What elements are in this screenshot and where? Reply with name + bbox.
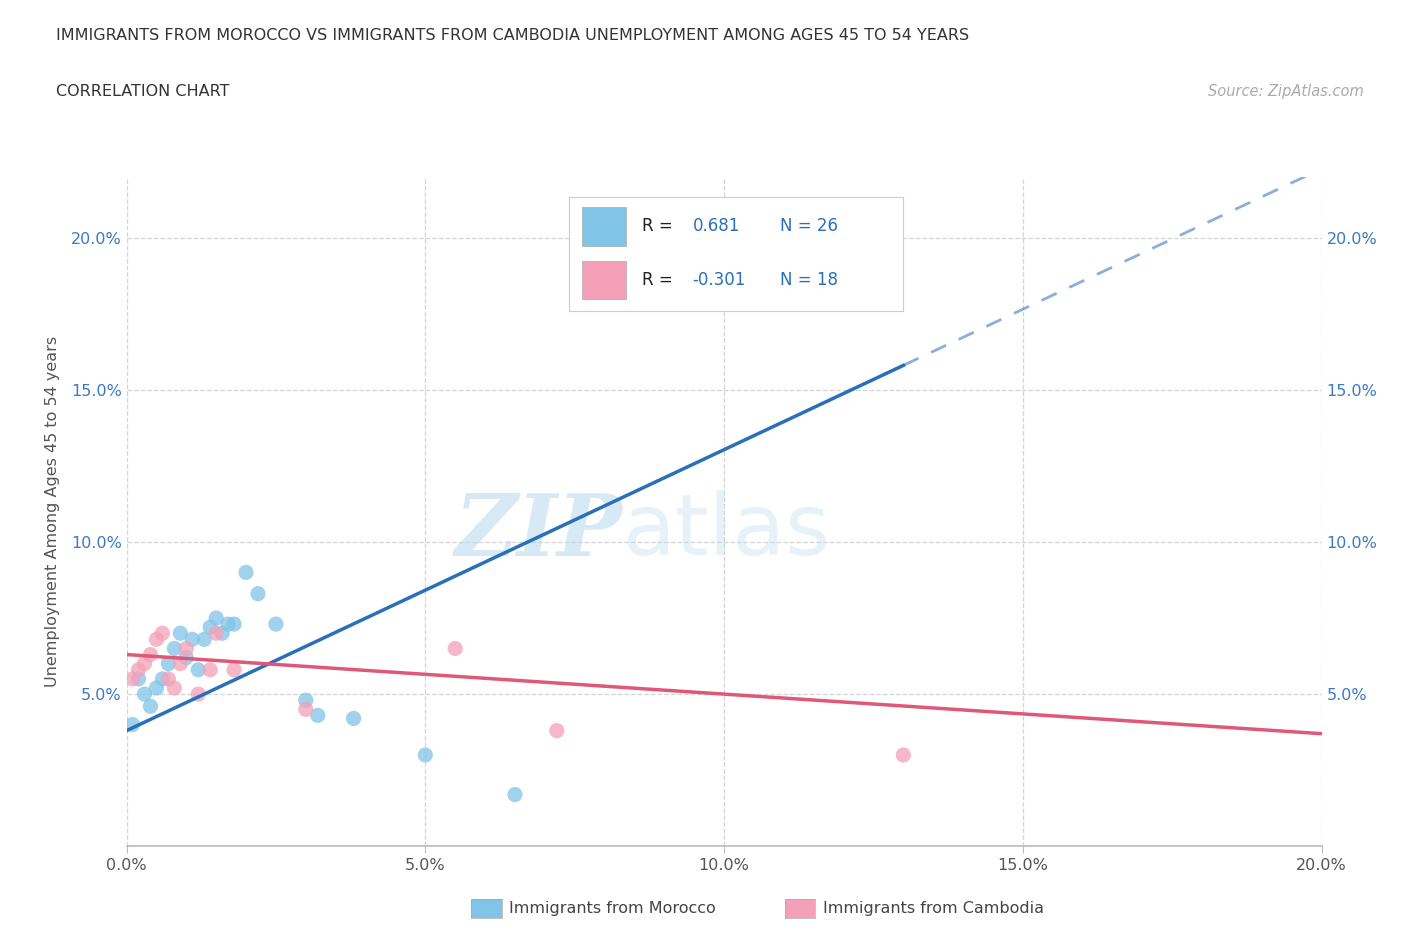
Point (546, 724, 568, 738)
Point (127, 671, 149, 686)
Point (444, 641, 467, 656)
Point (415, 748, 437, 763)
Point (193, 631, 215, 646)
Text: Source: ZipAtlas.com: Source: ZipAtlas.com (1208, 84, 1364, 99)
Point (139, 647, 162, 662)
Point (174, 641, 197, 656)
Point (217, 617, 239, 631)
Point (200, 662, 222, 677)
Point (169, 626, 191, 641)
Point (145, 681, 167, 696)
Point (503, 787, 526, 802)
Text: Immigrants from Morocco: Immigrants from Morocco (509, 901, 716, 916)
Point (174, 650, 197, 665)
Text: ZIP: ZIP (454, 490, 623, 573)
Y-axis label: Unemployment Among Ages 45 to 54 years: Unemployment Among Ages 45 to 54 years (45, 336, 59, 687)
Text: atlas: atlas (623, 490, 831, 573)
Point (294, 702, 316, 717)
Point (127, 662, 149, 677)
Point (247, 586, 270, 601)
Point (222, 662, 246, 677)
Point (181, 631, 204, 646)
Text: IMMIGRANTS FROM MOROCCO VS IMMIGRANTS FROM CAMBODIA UNEMPLOYMENT AMONG AGES 45 T: IMMIGRANTS FROM MOROCCO VS IMMIGRANTS FR… (56, 28, 969, 43)
Point (222, 617, 246, 631)
Point (163, 681, 186, 696)
Point (205, 611, 228, 626)
Point (211, 626, 233, 641)
Point (307, 708, 329, 723)
Point (134, 657, 156, 671)
Point (343, 711, 366, 726)
Point (121, 671, 143, 686)
Point (152, 626, 174, 641)
Point (145, 631, 167, 646)
Text: Immigrants from Cambodia: Immigrants from Cambodia (823, 901, 1043, 916)
Point (121, 717, 143, 732)
Point (187, 686, 209, 701)
Point (169, 657, 191, 671)
Point (134, 686, 156, 701)
Text: CORRELATION CHART: CORRELATION CHART (56, 84, 229, 99)
Point (163, 641, 186, 656)
Point (893, 748, 915, 763)
Point (205, 626, 228, 641)
Point (264, 617, 287, 631)
Point (152, 671, 174, 686)
Point (157, 657, 180, 671)
Point (294, 693, 316, 708)
Point (157, 671, 180, 686)
Point (235, 565, 257, 579)
Point (187, 662, 209, 677)
Point (200, 619, 222, 634)
Point (139, 698, 162, 713)
